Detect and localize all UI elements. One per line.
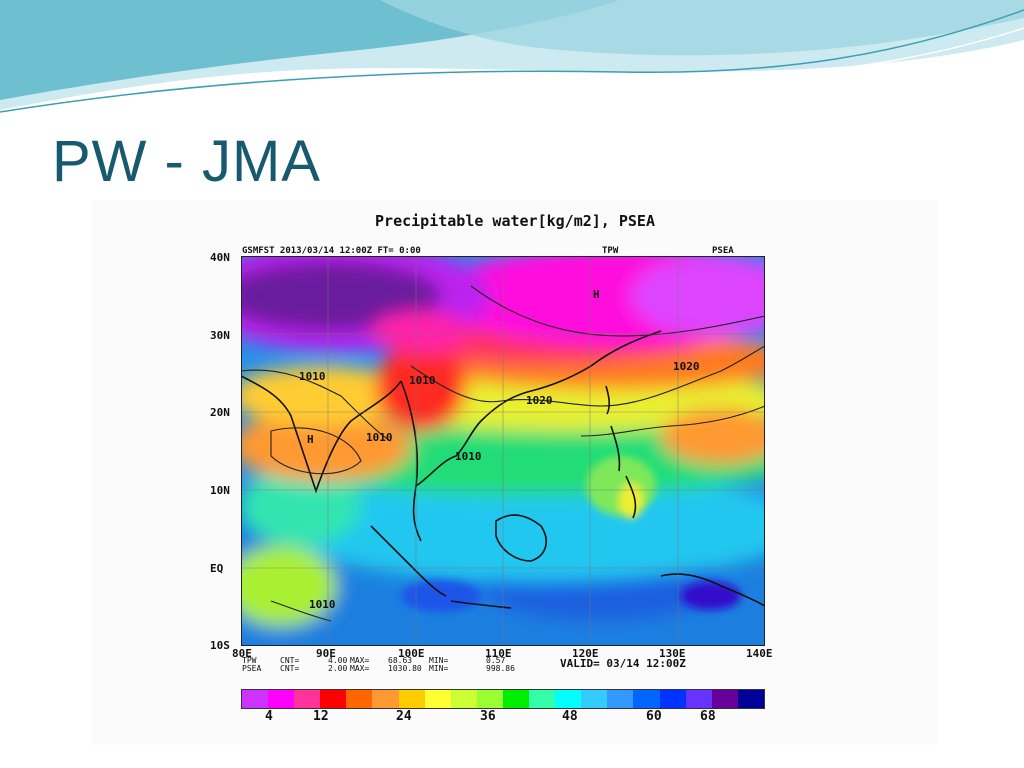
isobar-3 xyxy=(410,345,765,407)
colorbar-label: 12 xyxy=(313,709,329,724)
coast-java xyxy=(450,600,512,609)
colorbar-label: 36 xyxy=(480,709,496,724)
top-wave-decoration xyxy=(0,0,1024,113)
field-yellowgreen-sw xyxy=(241,546,336,626)
colorbar-swatch xyxy=(242,690,269,708)
colorbar-label: 48 xyxy=(562,709,578,724)
coast-philippines xyxy=(610,425,637,519)
isobar-1 xyxy=(241,369,392,442)
colorbar-swatch xyxy=(424,690,451,708)
lon-label: 130E xyxy=(659,647,686,660)
lat-label: EQ xyxy=(210,562,224,575)
colorbar-swatch xyxy=(450,690,477,708)
colorbar-swatch xyxy=(268,690,295,708)
isobar-4 xyxy=(470,285,765,337)
isobar-label: 1020 xyxy=(673,360,700,373)
lon-label: 110E xyxy=(485,647,512,660)
field-yellow-phil xyxy=(619,483,643,519)
slide-title: PW - JMA xyxy=(52,129,321,194)
high-marker: H xyxy=(307,433,314,446)
colorbar-label: 60 xyxy=(646,709,662,724)
colorbar-label: 68 xyxy=(700,709,716,724)
lat-label: 20N xyxy=(210,406,230,419)
colorbar-swatch xyxy=(607,690,634,708)
stats-names: TPW PSEA xyxy=(242,656,262,673)
field-red-indochina xyxy=(376,341,466,431)
field-yellow-india xyxy=(241,366,411,426)
isobar-label: 1020 xyxy=(526,394,553,407)
colorbar-swatch xyxy=(711,690,738,708)
coast-india xyxy=(241,375,402,494)
field-purple-ne xyxy=(631,256,765,336)
isobar-label: 1010 xyxy=(455,450,482,463)
colorbar-swatch xyxy=(398,690,425,708)
field-dark-tibet xyxy=(241,261,441,331)
colorbar-swatch xyxy=(633,690,660,708)
field-blue-patch xyxy=(681,582,741,610)
colorbar-swatch xyxy=(555,690,582,708)
lon-label: 140E xyxy=(746,647,773,660)
field-blue-patch-2 xyxy=(401,580,481,612)
colorbar-swatch xyxy=(320,690,347,708)
header-left: GSMFST 2013/03/14 12:00Z FT= 0:00 xyxy=(242,246,421,256)
coast-borneo xyxy=(495,514,547,562)
wave-line xyxy=(0,9,1024,113)
colorbar-label: 4 xyxy=(265,709,273,724)
colorbar-swatch xyxy=(737,690,764,708)
isobar-label: 1010 xyxy=(299,370,326,383)
valid-time: VALID= 03/14 12:00Z xyxy=(560,657,686,670)
map-frame xyxy=(241,256,765,646)
colorbar-swatch xyxy=(346,690,373,708)
header-tpw: TPW xyxy=(602,246,619,256)
coast-newguinea xyxy=(660,573,765,607)
colorbar-swatch xyxy=(685,690,712,708)
colorbar-swatch xyxy=(659,690,686,708)
lon-label: 90E xyxy=(316,647,336,660)
colorbar-label: 24 xyxy=(396,709,412,724)
isobar-2 xyxy=(270,427,362,475)
field-green-west xyxy=(241,466,361,546)
lat-label: 40N xyxy=(210,251,230,264)
isobar-label: 1010 xyxy=(309,598,336,611)
stats-max-label: MAX= MAX= xyxy=(350,656,370,673)
lon-label: 100E xyxy=(398,647,425,660)
stats-cnt-label: CNT= CNT= xyxy=(280,656,300,673)
isobar-label: 1010 xyxy=(366,431,393,444)
figure-title: Precipitable water[kg/m2], PSEA xyxy=(375,212,655,230)
lon-label: 80E xyxy=(232,647,252,660)
stats-min-label: MIN= MIN= xyxy=(429,656,449,673)
lat-label: 10N xyxy=(210,484,230,497)
isobar-label: 1010 xyxy=(409,374,436,387)
wave-mid xyxy=(380,0,1024,56)
stats-min-values: 0.57 998.86 xyxy=(486,656,515,673)
colorbar-swatch xyxy=(294,690,321,708)
isobar-6 xyxy=(580,405,765,437)
stats-cnt-values: 4.00 2.00 xyxy=(328,656,348,673)
precipitable-water-map: 1010 1010 1010 1010 1020 1020 1010 H H xyxy=(241,256,765,646)
colorbar-swatch xyxy=(372,690,399,708)
lat-label: 10S xyxy=(210,639,230,652)
weather-map-figure: Precipitable water[kg/m2], PSEA GSMFST 2… xyxy=(92,200,938,745)
lat-label: 30N xyxy=(210,329,230,342)
colorbar xyxy=(241,689,765,709)
colorbar-swatch xyxy=(529,690,556,708)
coast-indochina xyxy=(400,330,662,542)
wave-line-2 xyxy=(59,27,1024,109)
colorbar-swatch xyxy=(581,690,608,708)
isobar-5 xyxy=(270,600,332,622)
lon-label: 120E xyxy=(572,647,599,660)
header-psea: PSEA xyxy=(712,246,734,256)
field-orange-east xyxy=(661,408,765,464)
high-marker: H xyxy=(593,288,600,301)
colorbar-swatch xyxy=(502,690,530,708)
field-magenta-tibet-edge xyxy=(371,311,471,351)
colorbar-swatch xyxy=(476,690,503,708)
stats-max-values: 68.63 1030.80 xyxy=(388,656,422,673)
